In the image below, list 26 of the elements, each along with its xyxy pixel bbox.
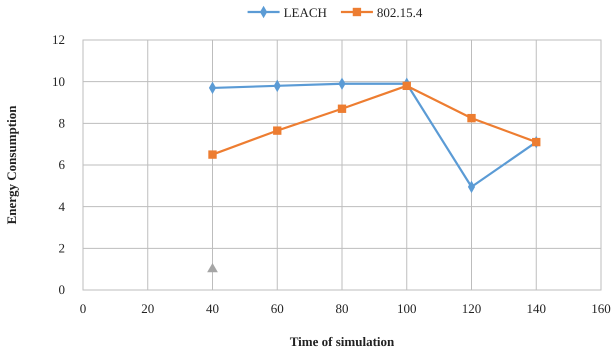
y-tick-label: 12 (52, 32, 65, 48)
x-tick-label: 120 (462, 301, 482, 316)
x-tick-label: 20 (141, 301, 154, 316)
legend-label: 802.15.4 (376, 5, 423, 20)
legend-label: LEACH (284, 5, 327, 20)
x-axis-title: Time of simulation (290, 334, 396, 349)
y-tick-label: 4 (58, 198, 66, 214)
y-axis-title: Energy Consumption (4, 104, 19, 224)
y-tick-label: 10 (52, 74, 65, 89)
point (208, 150, 217, 159)
y-tick-label: 0 (58, 282, 65, 298)
x-tick-label: 80 (336, 301, 348, 316)
point (273, 126, 282, 135)
y-tick-label: 6 (58, 157, 66, 172)
y-tick-label: 2 (58, 240, 65, 256)
x-tick-label: 160 (591, 301, 611, 316)
point (402, 82, 411, 90)
point (467, 114, 476, 122)
point (338, 104, 346, 113)
x-tick-label: 40 (206, 301, 219, 316)
y-tick-label: 8 (58, 115, 65, 130)
x-tick-label: 0 (80, 301, 86, 316)
point (207, 262, 218, 272)
x-tick-label: 140 (526, 301, 546, 316)
x-tick-label: 100 (397, 301, 416, 316)
x-tick-label: 60 (270, 301, 284, 316)
